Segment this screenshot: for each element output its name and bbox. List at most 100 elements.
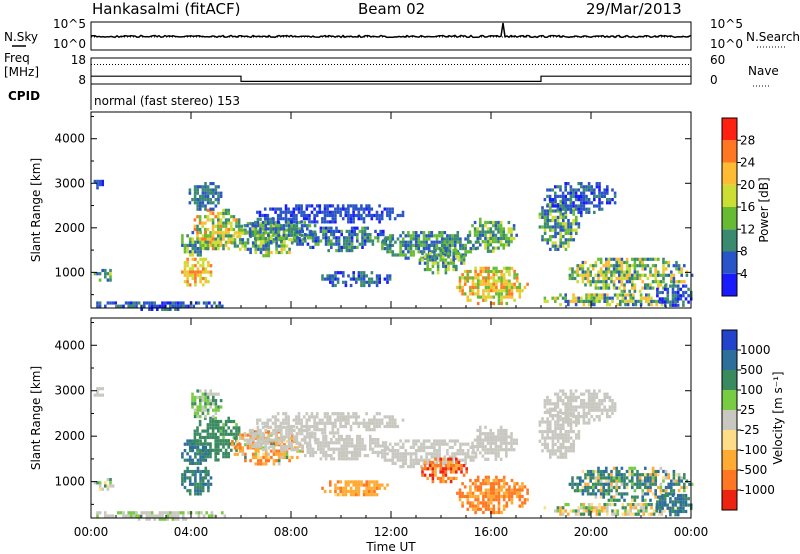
- echo-cell-17: [611, 198, 614, 202]
- echo-cell-17: [580, 207, 583, 211]
- echo-cell-3: [181, 473, 184, 477]
- echo-cell-12: [440, 465, 444, 469]
- echo-cell-6: [204, 188, 207, 192]
- echo-cell-12: [456, 231, 460, 235]
- echo-cell-19: [589, 280, 592, 284]
- y-tick-label: 3000: [54, 384, 85, 398]
- echo-cell-14: [489, 282, 493, 286]
- echo-cell-19: [615, 260, 618, 265]
- echo-cell-8: [254, 441, 257, 445]
- echo-cell-17: [569, 399, 573, 403]
- echo-cell-19: [685, 273, 689, 277]
- echo-cell-10: [388, 421, 392, 425]
- echo-cell-10: [373, 415, 376, 419]
- echo-cell-19: [602, 264, 605, 268]
- echo-cell-7: [241, 449, 245, 453]
- echo-cell-18: [587, 512, 591, 516]
- echo-cell-12: [381, 240, 384, 244]
- echo-cell-11: [360, 483, 363, 487]
- echo-cell-10: [365, 428, 368, 432]
- echo-cell-9: [356, 438, 359, 442]
- echo-cell-10: [279, 213, 283, 218]
- echo-cell-14: [502, 273, 506, 277]
- echo-cell-10: [274, 415, 277, 419]
- echo-cell-12: [391, 449, 395, 453]
- echo-cell-12: [446, 237, 449, 241]
- echo-cell-13: [439, 480, 442, 484]
- echo-cell-11: [336, 480, 340, 484]
- echo-cell-19: [584, 260, 587, 265]
- echo-cell-15: [515, 233, 518, 237]
- echo-cell-15: [505, 236, 508, 241]
- echo-cell-8: [274, 438, 278, 442]
- echo-cell-12: [459, 240, 462, 244]
- echo-cell-12: [404, 253, 408, 257]
- echo-cell-15: [479, 220, 482, 225]
- echo-cell-5: [209, 231, 212, 235]
- echo-cell-14: [492, 498, 496, 502]
- echo-cell-10: [284, 412, 288, 416]
- echo-cell-8: [295, 432, 299, 436]
- echo-cell-9: [335, 249, 338, 253]
- echo-cell-3: [196, 267, 200, 271]
- echo-cell-14: [492, 279, 496, 283]
- echo-cell-1: [96, 186, 99, 190]
- echo-cell-4: [186, 247, 189, 251]
- echo-cell-10: [331, 220, 335, 224]
- echo-cell-2: [174, 304, 177, 308]
- echo-cell-9: [327, 236, 330, 240]
- echo-cell-17: [564, 182, 567, 186]
- echo-cell-10: [334, 217, 337, 221]
- echo-cell-6: [199, 399, 202, 403]
- echo-cell-19: [649, 482, 652, 486]
- echo-cell-9: [350, 242, 354, 246]
- echo-cell-2: [145, 511, 149, 515]
- echo-cell-12: [459, 449, 462, 453]
- echo-cell-4: [181, 455, 184, 459]
- echo-cell-2: [150, 511, 154, 515]
- echo-cell-12: [443, 442, 447, 446]
- echo-cell-10: [360, 421, 363, 425]
- echo-cell-14: [482, 276, 485, 280]
- echo-cell-14: [484, 482, 488, 486]
- echo-cell-5: [224, 231, 228, 235]
- echo-cell-12: [396, 452, 400, 456]
- echo-cell-12: [448, 253, 452, 257]
- echo-cell-18: [600, 293, 604, 297]
- echo-cell-17: [564, 405, 567, 409]
- echo-cell-14: [466, 276, 470, 280]
- echo-cell-9: [309, 245, 312, 249]
- echo-cell-9: [309, 434, 312, 438]
- echo-cell-20: [676, 303, 680, 307]
- echo-cell-11: [323, 277, 327, 281]
- echo-cell-10: [378, 213, 381, 218]
- echo-cell-10: [284, 207, 288, 211]
- echo-cell-14: [482, 289, 485, 293]
- echo-cell-19: [631, 485, 634, 490]
- echo-cell-15: [512, 448, 516, 452]
- echo-cell-9: [348, 438, 351, 442]
- echo-cell-3: [196, 469, 200, 474]
- echo-cell-12: [414, 449, 418, 453]
- echo-cell-3: [188, 492, 192, 496]
- echo-cell-7: [241, 436, 245, 440]
- echo-cell-10: [347, 220, 350, 224]
- echo-cell-8: [272, 448, 275, 452]
- echo-cell-9: [337, 242, 341, 246]
- echo-cell-16: [567, 222, 570, 226]
- freq-tick-bottom: 8: [78, 73, 86, 87]
- echo-cell-16: [543, 228, 547, 232]
- echo-cell-3: [186, 257, 189, 261]
- echo-cell-5: [237, 218, 241, 222]
- echo-cell-9: [350, 249, 354, 253]
- echo-cell-19: [602, 495, 605, 499]
- echo-cell-13: [455, 248, 458, 252]
- echo-cell-5: [211, 423, 215, 427]
- echo-cell-18: [556, 296, 560, 300]
- echo-cell-10: [300, 220, 303, 224]
- echo-cell-10: [341, 415, 345, 419]
- echo-cell-6: [204, 408, 207, 412]
- echo-cell-10: [352, 207, 355, 211]
- echo-cell-16: [564, 222, 568, 226]
- echo-cell-14: [471, 279, 475, 283]
